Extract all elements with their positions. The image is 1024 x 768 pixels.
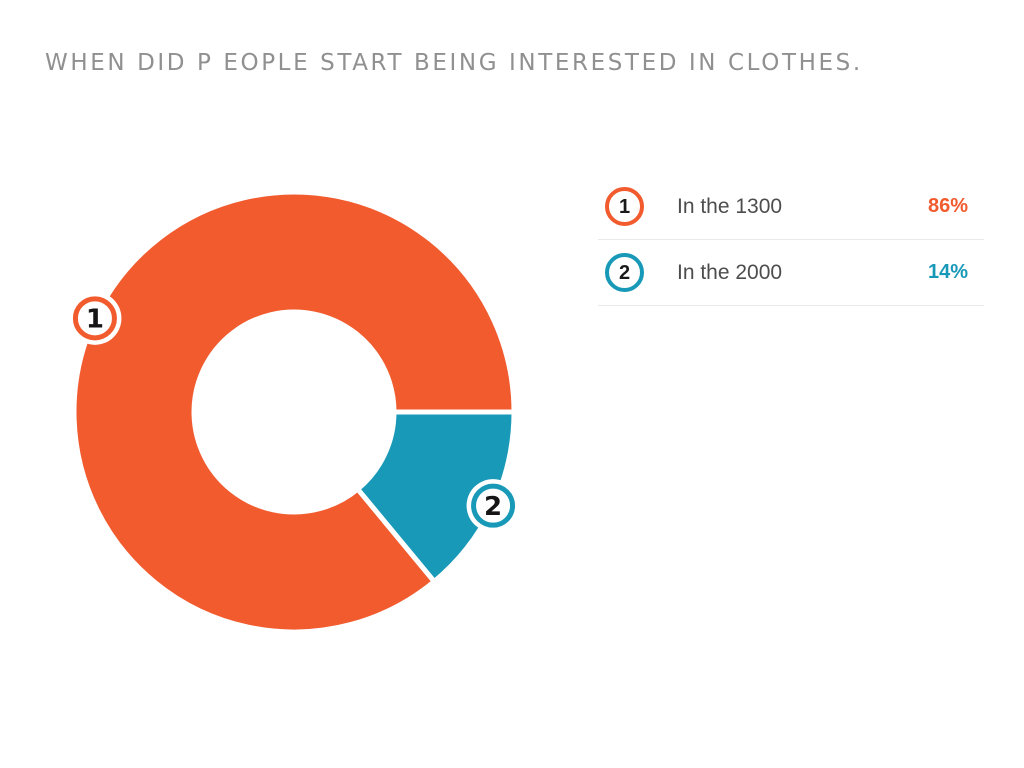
- legend-row: 1 In the 1300 86%: [598, 174, 984, 240]
- chart-title: WHEN DID P EOPLE START BEING INTERESTED …: [45, 50, 863, 76]
- pie-slice: [71, 189, 517, 635]
- slice-marker-number: 1: [86, 305, 104, 335]
- legend-label: In the 1300: [677, 194, 783, 218]
- legend-marker-number: 2: [618, 261, 631, 284]
- legend-value: 14%: [927, 261, 968, 283]
- slice-marker: 2: [466, 479, 520, 533]
- slice-marker: 1: [68, 291, 122, 345]
- legend-marker-number: 1: [618, 195, 631, 218]
- slice-marker-ring: [72, 296, 117, 341]
- legend-value: 86%: [927, 195, 968, 217]
- slice-marker-ring: [471, 483, 516, 528]
- donut-chart: 12: [68, 189, 520, 635]
- legend-label: In the 2000: [677, 260, 783, 284]
- chart-legend: 1 In the 1300 86% 2 In the 2000 14%: [598, 174, 984, 306]
- legend-row: 2 In the 2000 14%: [598, 240, 984, 306]
- slice-marker-number: 2: [484, 492, 502, 522]
- pie-slice: [354, 409, 517, 586]
- legend-marker-circle: 2: [605, 253, 644, 292]
- legend-marker-circle: 1: [605, 187, 644, 226]
